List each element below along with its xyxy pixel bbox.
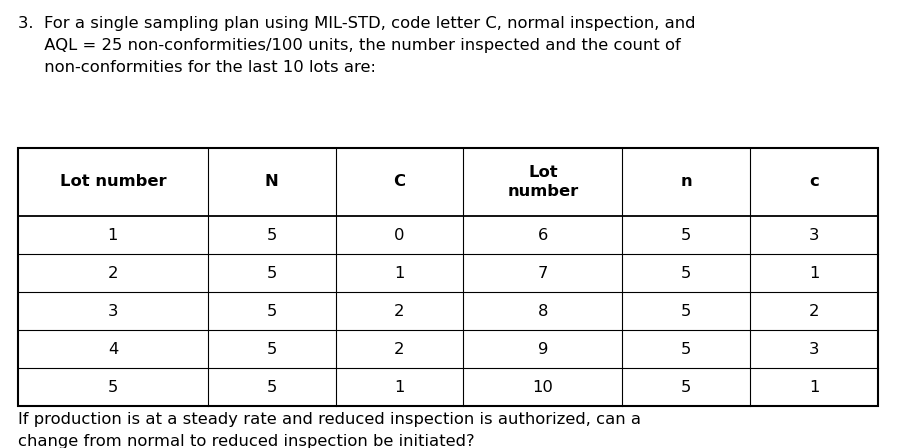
Text: 5: 5 xyxy=(266,379,277,395)
Text: 10: 10 xyxy=(533,379,553,395)
Text: 3.  For a single sampling plan using MIL-STD, code letter C, normal inspection, : 3. For a single sampling plan using MIL-… xyxy=(18,16,695,31)
Text: 5: 5 xyxy=(266,341,277,357)
Text: 9: 9 xyxy=(537,341,548,357)
Text: 1: 1 xyxy=(108,228,118,242)
Text: If production is at a steady rate and reduced inspection is authorized, can a: If production is at a steady rate and re… xyxy=(18,412,641,427)
Text: 5: 5 xyxy=(266,266,277,280)
Text: 8: 8 xyxy=(537,303,548,319)
Text: 2: 2 xyxy=(394,341,405,357)
Text: N: N xyxy=(265,175,279,190)
Text: 5: 5 xyxy=(681,303,692,319)
Text: 3: 3 xyxy=(108,303,118,319)
Text: AQL = 25 non-conformities/100 units, the number inspected and the count of: AQL = 25 non-conformities/100 units, the… xyxy=(18,38,681,53)
Text: 6: 6 xyxy=(537,228,548,242)
Text: Lot number: Lot number xyxy=(59,175,166,190)
Text: 3: 3 xyxy=(809,228,819,242)
Text: non-conformities for the last 10 lots are:: non-conformities for the last 10 lots ar… xyxy=(18,60,376,75)
Bar xyxy=(18,148,878,406)
Text: 1: 1 xyxy=(394,379,405,395)
Text: 7: 7 xyxy=(537,266,548,280)
Text: 2: 2 xyxy=(394,303,405,319)
Text: n: n xyxy=(681,175,692,190)
Text: 5: 5 xyxy=(681,341,692,357)
Text: Lot
number: Lot number xyxy=(508,165,579,199)
Text: 1: 1 xyxy=(809,379,819,395)
Text: 5: 5 xyxy=(108,379,118,395)
Text: 5: 5 xyxy=(266,303,277,319)
Text: 5: 5 xyxy=(266,228,277,242)
Text: 2: 2 xyxy=(809,303,819,319)
Text: 1: 1 xyxy=(394,266,405,280)
Text: c: c xyxy=(809,175,819,190)
Text: 5: 5 xyxy=(681,266,692,280)
Text: change from normal to reduced inspection be initiated?: change from normal to reduced inspection… xyxy=(18,434,475,448)
Text: 2: 2 xyxy=(108,266,118,280)
Text: 4: 4 xyxy=(108,341,118,357)
Text: 3: 3 xyxy=(809,341,819,357)
Text: 5: 5 xyxy=(681,228,692,242)
Text: 1: 1 xyxy=(809,266,819,280)
Text: 5: 5 xyxy=(681,379,692,395)
Text: 0: 0 xyxy=(394,228,405,242)
Text: C: C xyxy=(394,175,405,190)
